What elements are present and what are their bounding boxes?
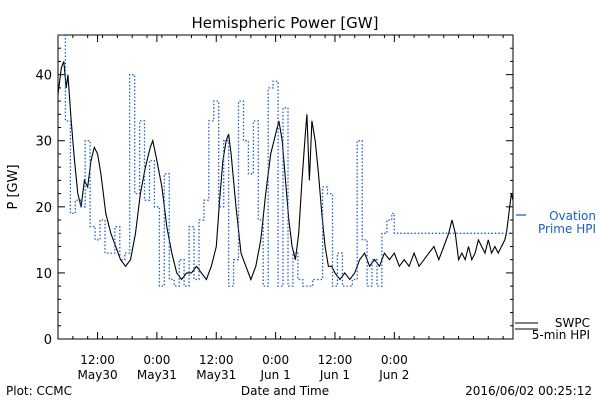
legend-label-swpc-line2: 5-min HPI: [532, 328, 590, 342]
legend-label-ovation: Ovation: [549, 209, 596, 223]
y-tick-label: 30: [35, 135, 52, 150]
legend-label-swpc: SWPC: [555, 316, 590, 330]
chart-title: Hemispheric Power [GW]: [192, 14, 379, 32]
x-tick-label-time: 12:00: [318, 353, 353, 367]
plot-credit: Plot: CCMC: [6, 384, 72, 398]
y-tick-label: 0: [44, 333, 52, 348]
x-tick-label-date: May31: [196, 368, 236, 382]
x-tick-label-date: May30: [78, 368, 118, 382]
y-tick-label: 40: [35, 69, 52, 84]
x-axis-label: Date and Time: [241, 384, 329, 398]
x-tick-label-date: Jun 1: [260, 368, 291, 382]
legend-label-ovation-line2: Prime HPI: [538, 222, 596, 236]
x-tick-label-time: 0:00: [262, 353, 289, 367]
x-tick-label-date: Jun 1: [319, 368, 350, 382]
plot-frame: [57, 34, 514, 340]
y-tick-label: 20: [35, 201, 52, 216]
x-tick-label-time: 12:00: [80, 353, 115, 367]
y-axis-label: P [GW]: [6, 164, 21, 209]
x-tick-label-time: 0:00: [381, 353, 408, 367]
plot-timestamp: 2016/06/02 00:25:12: [465, 384, 592, 398]
x-tick-label-date: May31: [137, 368, 177, 382]
x-tick-label-time: 12:00: [199, 353, 234, 367]
series-layer: [57, 34, 514, 287]
series-line-ovation-prime-hpi: [58, 34, 513, 287]
x-tick-label-date: Jun 2: [378, 368, 409, 382]
y-axis: 0 10 20 30 40: [35, 47, 513, 348]
y-tick-label: 10: [35, 267, 52, 282]
x-tick-label-time: 0:00: [143, 353, 170, 367]
series-line-swpc-5-min-hpi: [57, 61, 514, 282]
